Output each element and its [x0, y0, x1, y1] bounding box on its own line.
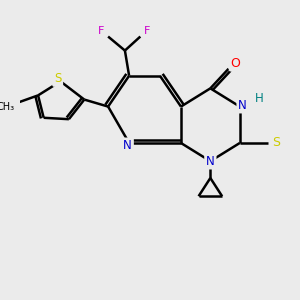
- Text: N: N: [123, 139, 132, 152]
- Text: S: S: [54, 72, 62, 85]
- Text: S: S: [272, 136, 280, 149]
- Text: H: H: [255, 92, 264, 105]
- Text: F: F: [98, 26, 104, 36]
- Text: N: N: [238, 99, 247, 112]
- Text: CH₃: CH₃: [0, 102, 15, 112]
- Text: N: N: [206, 155, 215, 168]
- Text: O: O: [231, 57, 241, 70]
- Text: F: F: [144, 26, 151, 36]
